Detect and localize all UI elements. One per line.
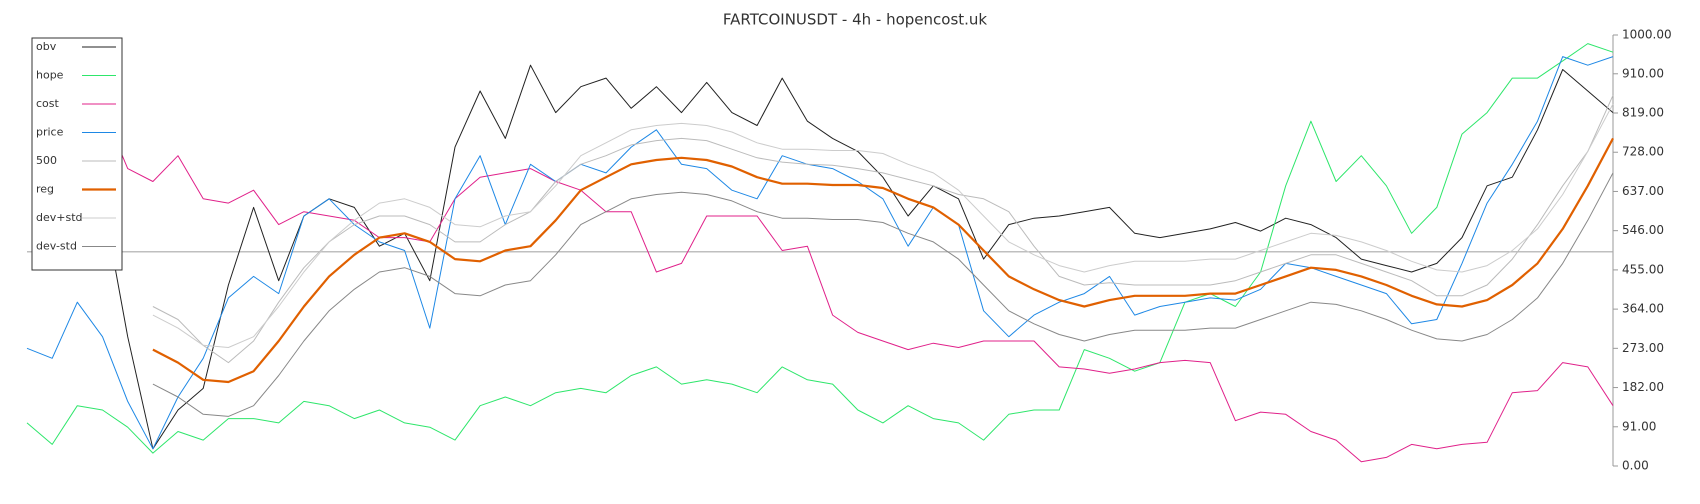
y-tick-label: 182.00 — [1622, 380, 1664, 394]
legend-box — [31, 37, 123, 271]
series-line — [152, 137, 1614, 384]
legend-label: obv — [36, 40, 57, 53]
y-tick-label: 819.00 — [1622, 106, 1664, 120]
y-tick-label: 455.00 — [1622, 262, 1664, 276]
y-tick-label: 273.00 — [1622, 341, 1664, 355]
legend-label: hope — [36, 69, 64, 82]
legend-label: reg — [36, 183, 54, 196]
y-tick-label: 910.00 — [1622, 66, 1664, 80]
series-line — [152, 95, 1614, 364]
series-line — [102, 64, 1614, 450]
y-tick-label: 546.00 — [1622, 223, 1664, 237]
y-tick-label: 1000.00 — [1622, 28, 1672, 42]
legend-label: cost — [36, 97, 60, 110]
y-tick-label: 728.00 — [1622, 145, 1664, 159]
legend-label: dev-std — [36, 240, 77, 253]
legend-label: price — [36, 126, 64, 139]
legend-label: dev+std — [36, 211, 83, 224]
y-tick-label: 637.00 — [1622, 184, 1664, 198]
y-tick-label: 91.00 — [1622, 419, 1656, 433]
series-line — [152, 172, 1614, 417]
y-tick-label: 364.00 — [1622, 302, 1664, 316]
y-tick-label: 0.00 — [1622, 459, 1649, 473]
series-line — [152, 103, 1614, 348]
series-line — [26, 43, 1614, 454]
chart-title: FARTCOINUSDT - 4h - hopencost.uk — [723, 11, 988, 29]
legend-label: 500 — [36, 154, 57, 167]
series-line — [26, 56, 1614, 450]
